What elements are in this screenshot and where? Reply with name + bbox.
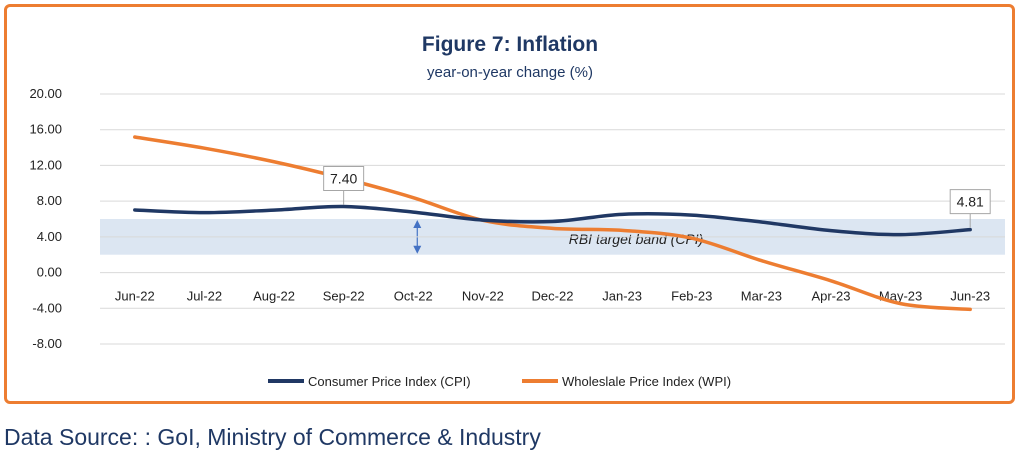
y-tick-label: -8.00 bbox=[32, 336, 62, 351]
y-tick-label: -4.00 bbox=[32, 300, 62, 315]
x-tick-label: Sep-22 bbox=[323, 289, 365, 304]
cpi-series-line bbox=[133, 204, 972, 237]
callout-box bbox=[323, 166, 365, 191]
data-source-note: Data Source: : GoI, Ministry of Commerce… bbox=[4, 424, 541, 450]
chart-frame bbox=[4, 4, 1015, 404]
x-tick-label: Jan-23 bbox=[602, 289, 642, 304]
x-tick-label: Jul-22 bbox=[187, 289, 222, 304]
x-tick-label: Oct-22 bbox=[394, 289, 433, 304]
band-arrow-up-icon bbox=[413, 220, 422, 228]
y-tick-label: 0.00 bbox=[37, 265, 62, 280]
wpi-series-line bbox=[133, 135, 972, 312]
legend-label: Consumer Price Index (CPI) bbox=[308, 374, 471, 389]
x-tick-label: Feb-23 bbox=[671, 289, 712, 304]
legend-label: Wholeslale Price Index (WPI) bbox=[562, 374, 731, 389]
x-tick-label: Jun-23 bbox=[950, 289, 990, 304]
gridlines bbox=[100, 93, 1005, 345]
x-tick-label: Mar-23 bbox=[741, 289, 782, 304]
x-tick-label: Jun-22 bbox=[115, 289, 155, 304]
chart-subtitle: year-on-year change (%) bbox=[427, 64, 593, 81]
y-tick-labels: 20.00 16.00 12.00 8.00 4.00 0.00 -4.00 -8.00 bbox=[29, 86, 62, 351]
y-tick-label: 8.00 bbox=[37, 193, 62, 208]
band-arrow-down-icon bbox=[413, 245, 422, 254]
data-callouts: 7.40 4.81 bbox=[323, 166, 991, 228]
y-tick-label: 20.00 bbox=[29, 86, 62, 101]
callout-box bbox=[949, 189, 991, 215]
y-tick-label: 16.00 bbox=[29, 122, 62, 137]
legend: Consumer Price Index (CPI) Wholeslale Pri… bbox=[268, 374, 731, 389]
callout-label: 7.40 bbox=[330, 171, 357, 187]
x-tick-label: Dec-22 bbox=[532, 289, 574, 304]
y-tick-label: 4.00 bbox=[37, 229, 62, 244]
y-tick-label: 12.00 bbox=[29, 157, 62, 172]
x-tick-label: Apr-23 bbox=[811, 289, 850, 304]
x-tick-label: Nov-22 bbox=[462, 289, 504, 304]
band-label: RBI target band (CPI) bbox=[569, 231, 704, 247]
callout-label: 4.81 bbox=[957, 194, 984, 210]
x-tick-labels: Jun-22 Jul-22 Aug-22 Sep-22 Oct-22 Nov-22 Dec-… bbox=[115, 289, 990, 304]
series-lines bbox=[133, 135, 972, 312]
x-tick-label: Aug-22 bbox=[253, 289, 295, 304]
chart-title: Figure 7: Inflation bbox=[422, 33, 598, 56]
